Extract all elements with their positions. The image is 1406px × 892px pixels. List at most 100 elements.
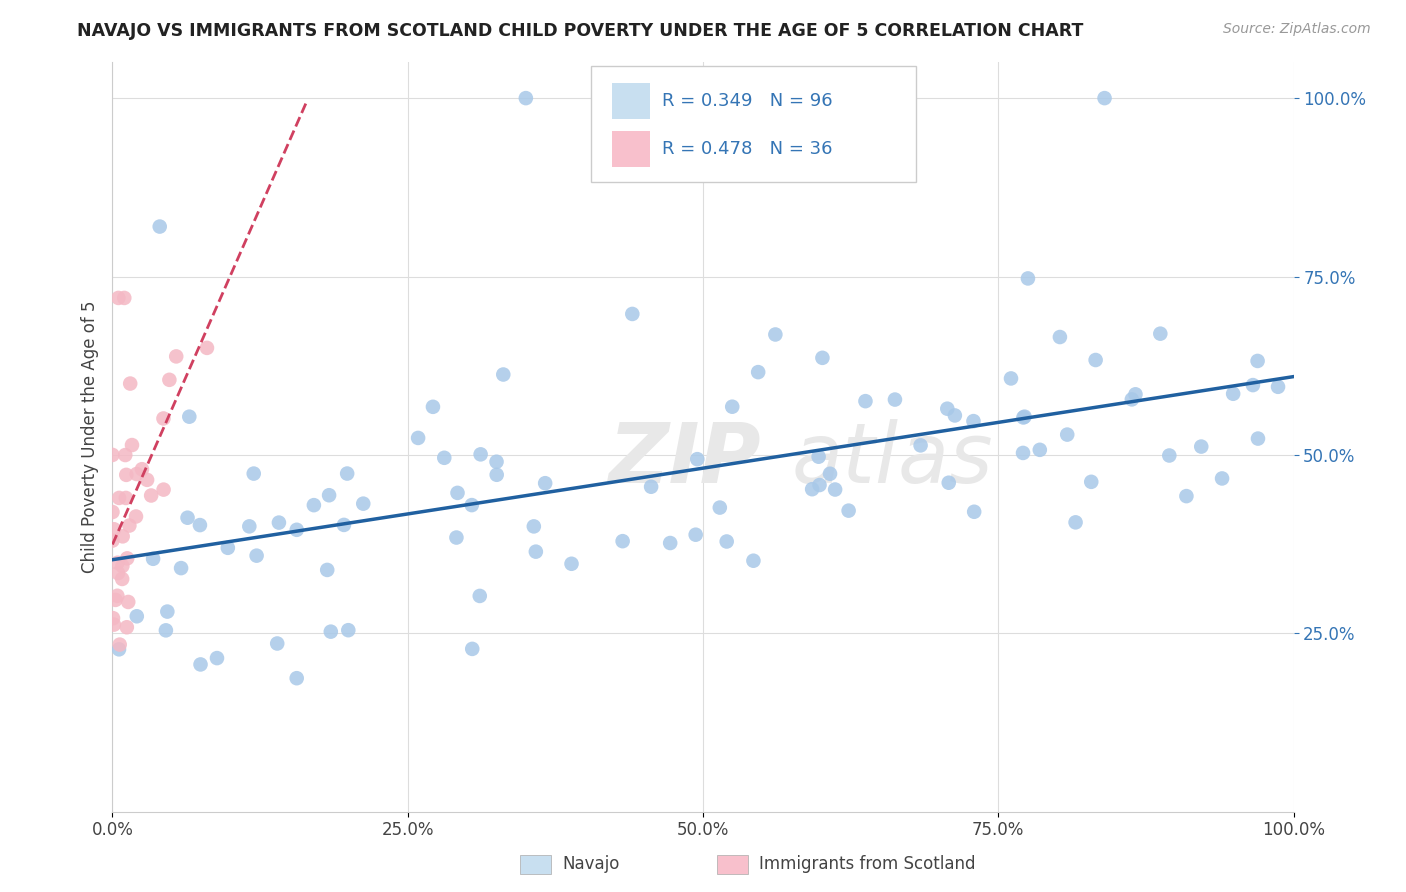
Point — [1246, 354, 1268, 368]
Point — [112, 291, 135, 305]
Point — [943, 409, 966, 423]
Point — [884, 392, 907, 407]
Point — [285, 671, 308, 685]
Bar — [612, 131, 650, 167]
Point — [855, 394, 877, 409]
Point — [962, 414, 984, 428]
Point — [352, 497, 374, 511]
Point — [115, 551, 138, 566]
Point — [838, 503, 860, 517]
Point — [115, 467, 138, 482]
Point — [1247, 432, 1270, 446]
Point — [188, 518, 211, 533]
Point — [131, 462, 153, 476]
Point — [120, 376, 142, 391]
Point — [111, 572, 134, 586]
Point — [1017, 271, 1039, 285]
Point — [621, 307, 644, 321]
Point — [103, 522, 125, 536]
Point — [316, 563, 339, 577]
Point — [1211, 471, 1233, 485]
Point — [107, 291, 129, 305]
Point — [190, 657, 212, 672]
Point — [468, 589, 491, 603]
Bar — [612, 83, 650, 120]
Point — [108, 642, 131, 657]
Point — [111, 559, 134, 574]
Point — [205, 651, 228, 665]
Point — [523, 519, 546, 533]
Point — [1014, 409, 1036, 424]
Point — [1125, 387, 1147, 401]
Point — [152, 411, 174, 425]
Point — [108, 638, 131, 652]
Point — [515, 91, 537, 105]
Point — [963, 505, 986, 519]
Point — [336, 467, 359, 481]
Point — [111, 529, 134, 543]
Point — [492, 368, 515, 382]
Point — [1000, 371, 1022, 385]
Point — [824, 483, 846, 497]
Point — [114, 448, 136, 462]
Point — [107, 566, 129, 581]
Point — [612, 534, 634, 549]
Point — [108, 491, 131, 505]
Point — [807, 450, 830, 464]
Point — [818, 467, 841, 481]
Point — [1012, 446, 1035, 460]
Point — [101, 448, 124, 462]
Point — [101, 533, 124, 548]
Point — [685, 527, 707, 541]
Point — [560, 557, 582, 571]
Point — [195, 341, 218, 355]
Point — [1094, 91, 1116, 105]
Point — [1056, 427, 1078, 442]
Point — [179, 409, 201, 424]
Point — [101, 611, 124, 625]
Point — [1049, 330, 1071, 344]
Point — [938, 475, 960, 490]
Point — [461, 498, 484, 512]
Point — [156, 605, 179, 619]
Point — [721, 400, 744, 414]
Point — [716, 534, 738, 549]
Point — [1241, 378, 1264, 392]
Point — [659, 536, 682, 550]
Point — [125, 467, 148, 481]
Text: NAVAJO VS IMMIGRANTS FROM SCOTLAND CHILD POVERTY UNDER THE AGE OF 5 CORRELATION : NAVAJO VS IMMIGRANTS FROM SCOTLAND CHILD… — [77, 22, 1084, 40]
Point — [422, 400, 444, 414]
Point — [104, 593, 127, 607]
Point — [1175, 489, 1198, 503]
Point — [117, 595, 139, 609]
Point — [811, 351, 834, 365]
Point — [105, 589, 128, 603]
Point — [121, 438, 143, 452]
Point — [149, 219, 172, 234]
Text: Immigrants from Scotland: Immigrants from Scotland — [759, 855, 976, 873]
Point — [115, 491, 138, 505]
Point — [1222, 386, 1244, 401]
Point — [747, 365, 769, 379]
Point — [1029, 442, 1052, 457]
Point — [165, 350, 187, 364]
Point — [267, 516, 290, 530]
Text: atlas: atlas — [792, 419, 993, 500]
Point — [936, 401, 959, 416]
Point — [1084, 353, 1107, 368]
Text: Navajo: Navajo — [562, 855, 620, 873]
Point — [446, 531, 468, 545]
Point — [446, 486, 468, 500]
Point — [246, 549, 269, 563]
Point — [406, 431, 429, 445]
Point — [155, 624, 177, 638]
Point — [1149, 326, 1171, 341]
Point — [808, 478, 831, 492]
Point — [534, 476, 557, 491]
Point — [157, 373, 180, 387]
Point — [319, 624, 342, 639]
Point — [176, 510, 198, 524]
Y-axis label: Child Poverty Under the Age of 5: Child Poverty Under the Age of 5 — [80, 301, 98, 574]
Point — [266, 636, 288, 650]
Point — [640, 480, 662, 494]
